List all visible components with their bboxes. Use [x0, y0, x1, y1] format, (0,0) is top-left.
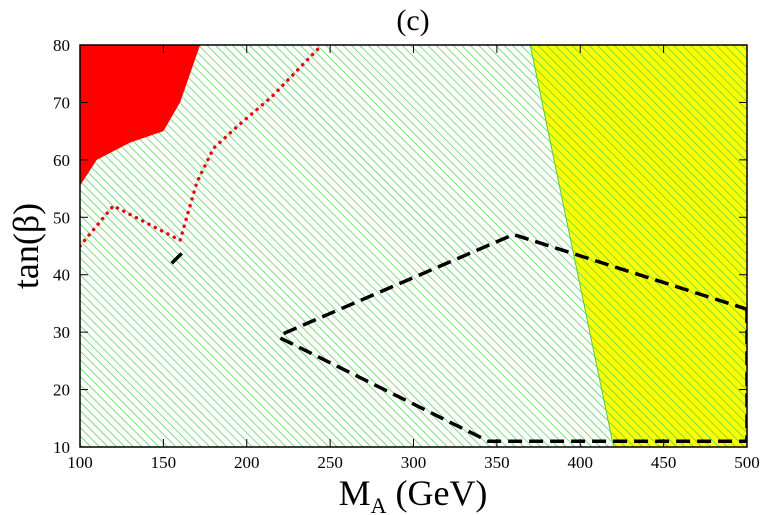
x-axis-title-unit: (GeV)	[386, 473, 487, 513]
x-tick-label: 350	[484, 453, 510, 472]
x-tick-label: 400	[568, 453, 594, 472]
y-tick-label: 30	[53, 323, 70, 342]
x-tick-label: 150	[151, 453, 177, 472]
y-tick-label: 10	[53, 438, 70, 457]
excluded-region-red	[80, 45, 201, 186]
x-tick-label: 450	[651, 453, 677, 472]
y-tick-label: 50	[53, 208, 70, 227]
region-outline-1	[529, 45, 747, 447]
x-tick-label: 100	[67, 453, 93, 472]
y-tick-label: 70	[53, 93, 70, 112]
lines-layer	[80, 45, 747, 444]
region-hatch-1	[530, 45, 747, 447]
x-tick-label: 500	[734, 453, 760, 472]
ticks-layer: 100 150 200 250 300 350 400 450 500 10 20 30 40 50 60 7…	[53, 36, 760, 472]
x-axis-title-sub: A	[371, 493, 387, 515]
y-tick-label: 80	[53, 36, 70, 55]
x-axis-title-main: M	[339, 473, 371, 513]
y-tick-label: 60	[53, 151, 70, 170]
x-tick-label: 200	[234, 453, 260, 472]
y-tick-label: 20	[53, 381, 70, 400]
x-tick-label: 300	[401, 453, 427, 472]
chart-title: (c)	[396, 4, 429, 37]
x-axis-title: MA (GeV)	[339, 473, 488, 515]
contour-line-1	[170, 250, 185, 265]
regions-layer	[80, 45, 747, 447]
x-tick-label: 250	[317, 453, 343, 472]
contour-line-0	[80, 45, 324, 248]
y-tick-label: 40	[53, 266, 70, 285]
y-axis-title: tan(β)	[6, 203, 46, 289]
